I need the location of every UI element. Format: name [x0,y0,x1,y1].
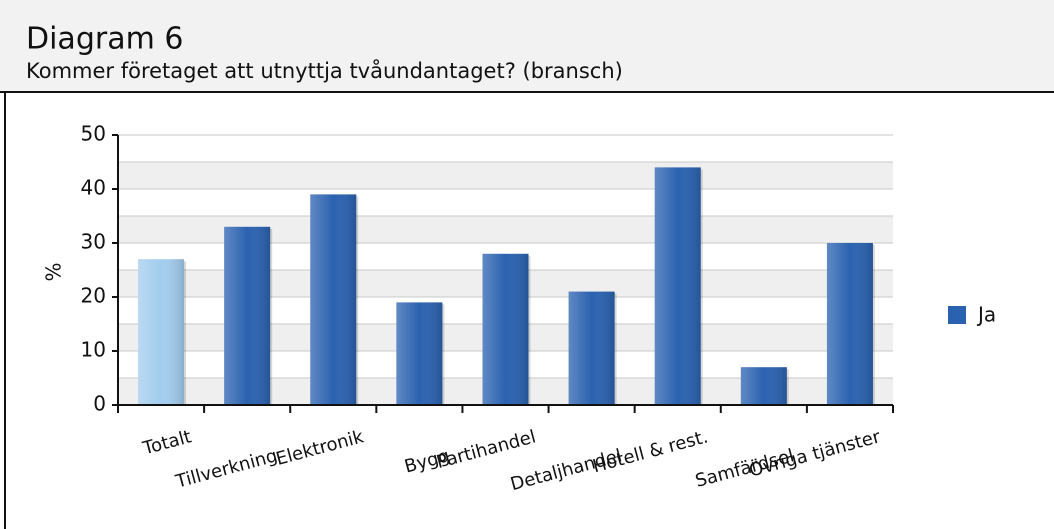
x-tick-label: Tillverkning [173,445,280,493]
x-tick-label: Hotell & rest. [591,426,711,477]
chart-title: Diagram 6 [26,22,183,57]
bar-shade [826,243,873,405]
legend-swatch [948,306,966,324]
chart-subtitle: Kommer företaget att utnyttja tvåundanta… [26,58,623,83]
bar-shade [740,367,787,405]
bar-shade [482,253,529,405]
x-tick-label: Totalt [140,426,194,459]
y-tick-label: 20 [81,284,106,308]
y-tick-label: 30 [81,230,106,254]
x-tick-label: Elektronik [274,426,367,470]
x-tick-label: Partihandel [434,426,538,473]
bar-shade [224,226,271,405]
bar-shade [568,291,615,405]
bar-shade [310,194,357,405]
bar-shade [654,167,701,405]
legend-label: Ja [976,303,996,327]
y-tick-label: 0 [93,392,106,416]
header-bg [0,0,1054,92]
bar-shade [396,302,443,405]
y-tick-label: 10 [81,338,106,362]
y-axis-label: % [42,262,66,281]
y-tick-label: 40 [81,176,106,200]
grid-band [118,162,893,189]
bar-shade [138,259,185,405]
y-tick-label: 50 [81,122,106,146]
